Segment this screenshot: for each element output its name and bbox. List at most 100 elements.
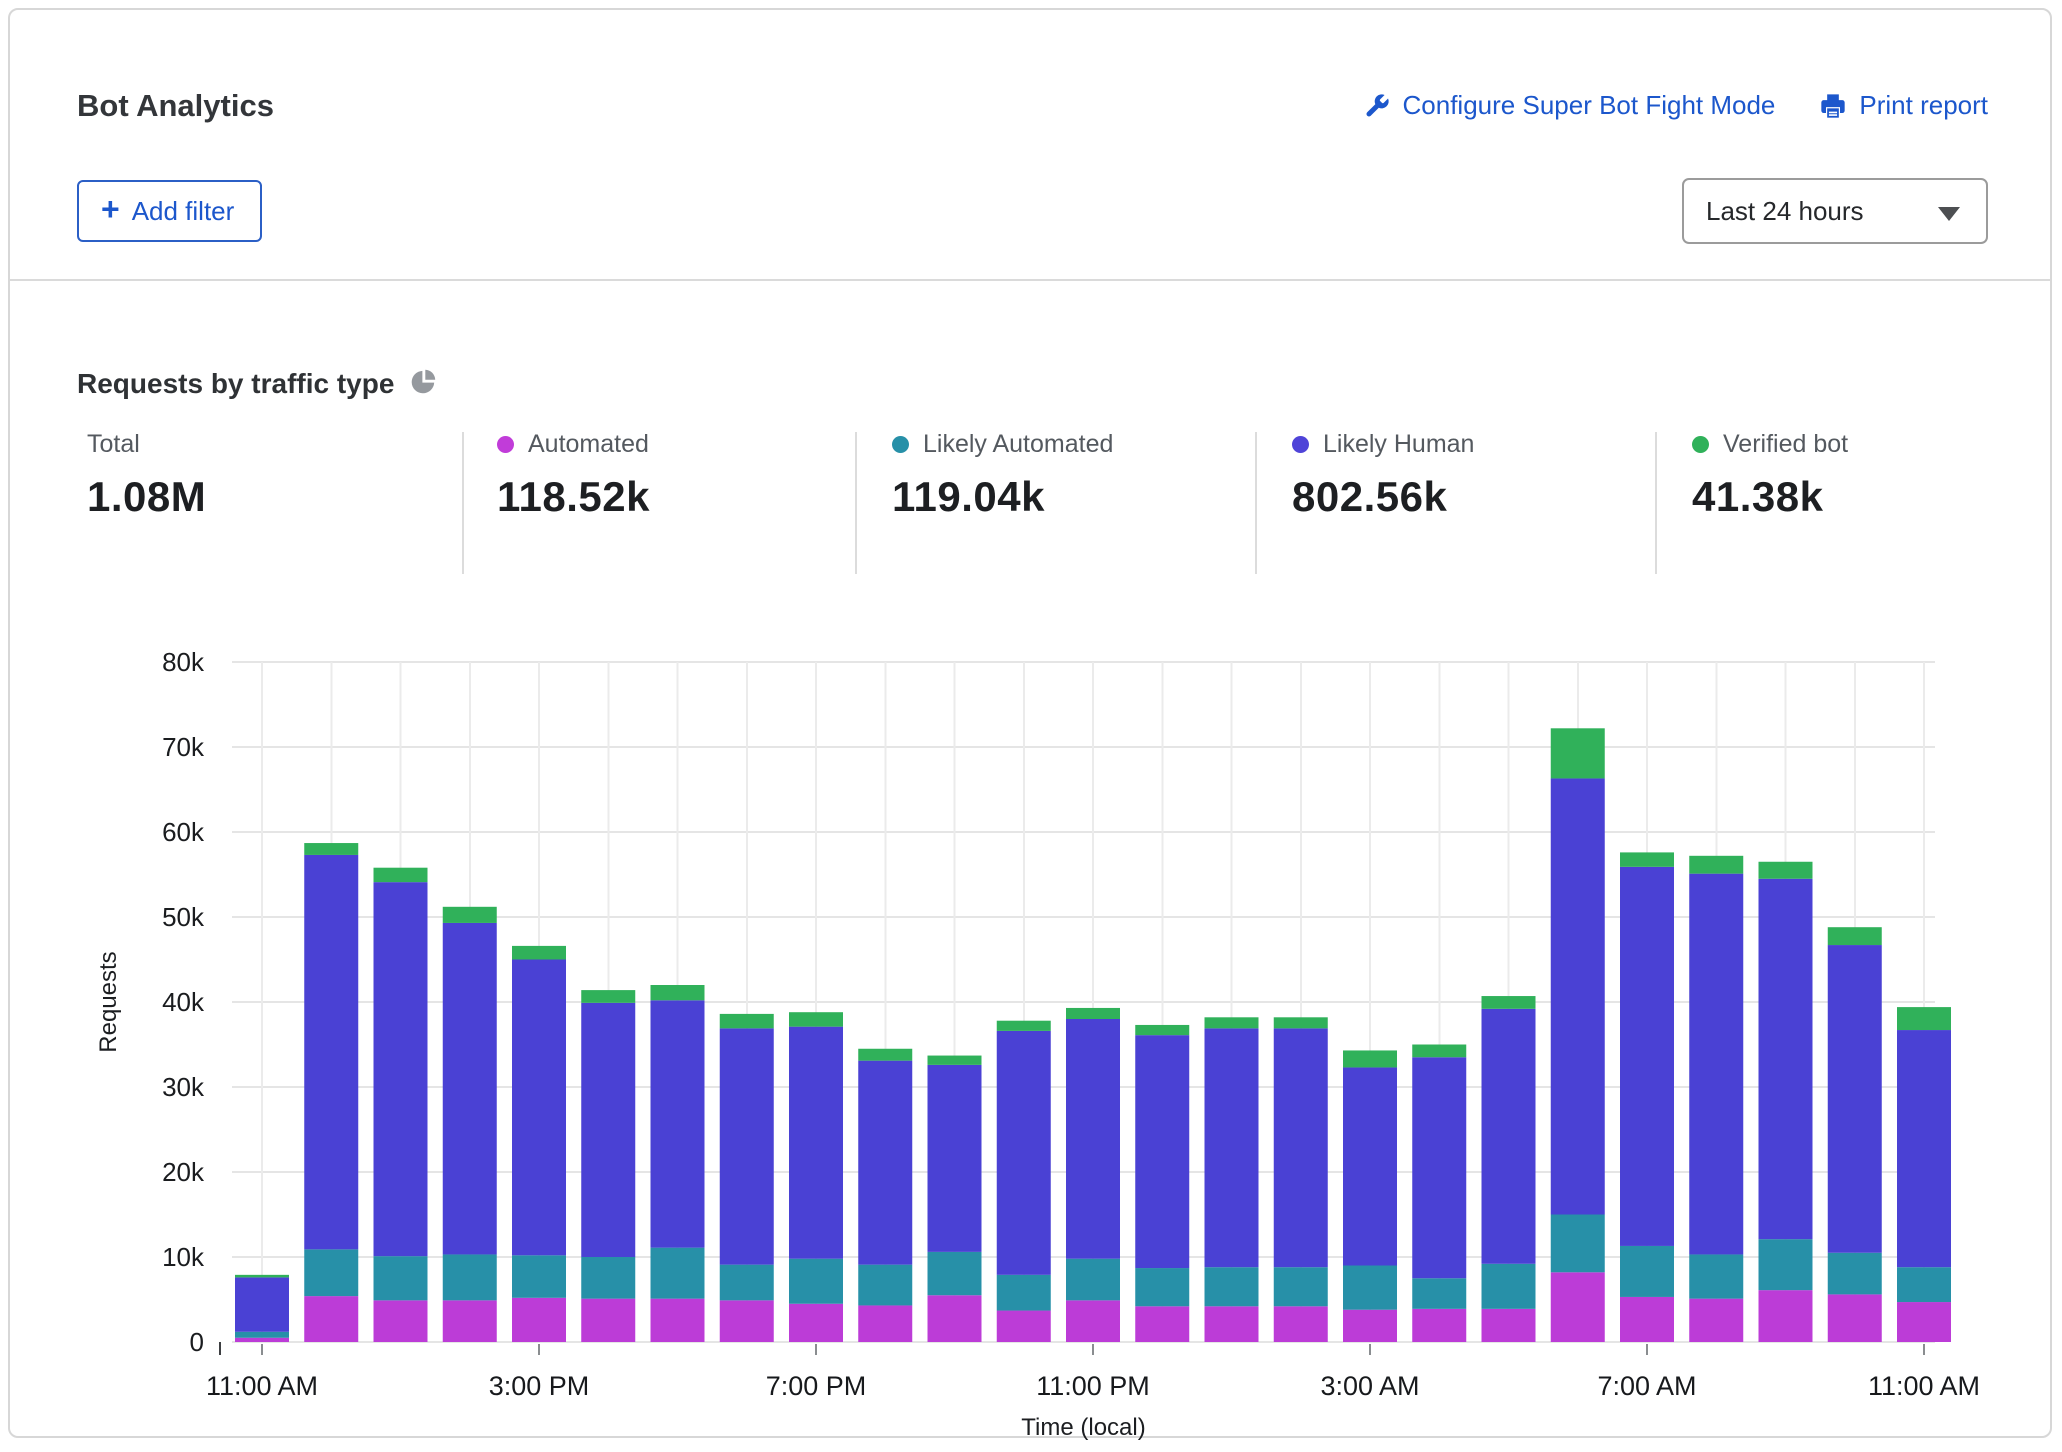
bar-segment[interactable]: [1551, 1215, 1605, 1273]
bar-segment[interactable]: [1897, 1267, 1951, 1302]
bar-segment[interactable]: [235, 1332, 289, 1338]
bar-segment[interactable]: [1759, 879, 1813, 1239]
bar-segment[interactable]: [928, 1295, 982, 1342]
bar-segment[interactable]: [1274, 1028, 1328, 1267]
bar-segment[interactable]: [651, 1248, 705, 1299]
bar-segment[interactable]: [858, 1061, 912, 1265]
bar-segment[interactable]: [789, 1259, 843, 1304]
bar-segment[interactable]: [651, 1000, 705, 1247]
bar-segment[interactable]: [1135, 1035, 1189, 1268]
bar-segment[interactable]: [1066, 1019, 1120, 1259]
bar-segment[interactable]: [858, 1265, 912, 1306]
bar-segment[interactable]: [1551, 1272, 1605, 1342]
bar-segment[interactable]: [1066, 1300, 1120, 1342]
bar-segment[interactable]: [304, 1249, 358, 1296]
configure-super-bot-fight-mode-link[interactable]: Configure Super Bot Fight Mode: [1363, 90, 1776, 121]
bar-segment[interactable]: [1482, 1309, 1536, 1342]
bar-segment[interactable]: [304, 843, 358, 855]
bar-segment[interactable]: [1620, 1246, 1674, 1297]
bar-segment[interactable]: [997, 1275, 1051, 1311]
bar-segment[interactable]: [928, 1056, 982, 1065]
bar-segment[interactable]: [1274, 1267, 1328, 1306]
print-report-link[interactable]: Print report: [1819, 90, 1988, 121]
bar-segment[interactable]: [928, 1252, 982, 1295]
bar-segment[interactable]: [1620, 1297, 1674, 1342]
add-filter-button[interactable]: + Add filter: [77, 180, 262, 242]
bar-segment[interactable]: [1620, 867, 1674, 1246]
bar-segment[interactable]: [1897, 1302, 1951, 1342]
bar-segment[interactable]: [1482, 996, 1536, 1009]
bar-segment[interactable]: [304, 1296, 358, 1342]
bar-segment[interactable]: [997, 1031, 1051, 1275]
bar-segment[interactable]: [1135, 1306, 1189, 1342]
bar-segment[interactable]: [1759, 862, 1813, 879]
bar-segment[interactable]: [1759, 1239, 1813, 1290]
bar-segment[interactable]: [1343, 1310, 1397, 1342]
bar-segment[interactable]: [235, 1338, 289, 1342]
bar-segment[interactable]: [997, 1021, 1051, 1031]
bar-segment[interactable]: [928, 1065, 982, 1252]
bar-segment[interactable]: [374, 882, 428, 1256]
bar-segment[interactable]: [789, 1027, 843, 1259]
bar-segment[interactable]: [720, 1265, 774, 1301]
bar-segment[interactable]: [1343, 1266, 1397, 1310]
bar-segment[interactable]: [1412, 1309, 1466, 1342]
bar-segment[interactable]: [1412, 1057, 1466, 1278]
bar-segment[interactable]: [1412, 1278, 1466, 1309]
bar-segment[interactable]: [512, 1255, 566, 1298]
bar-segment[interactable]: [1343, 1067, 1397, 1265]
bar-segment[interactable]: [720, 1014, 774, 1028]
bar-segment[interactable]: [235, 1277, 289, 1331]
bar-segment[interactable]: [720, 1028, 774, 1264]
bar-segment[interactable]: [1412, 1045, 1466, 1058]
bar-segment[interactable]: [1482, 1264, 1536, 1309]
bar-segment[interactable]: [651, 1299, 705, 1342]
bar-segment[interactable]: [858, 1305, 912, 1342]
bar-segment[interactable]: [1897, 1030, 1951, 1267]
bar-segment[interactable]: [1689, 1299, 1743, 1342]
bar-segment[interactable]: [374, 1300, 428, 1342]
bar-segment[interactable]: [1689, 874, 1743, 1255]
bar-segment[interactable]: [1828, 1294, 1882, 1342]
time-range-select[interactable]: Last 24 hours: [1682, 178, 1988, 244]
bar-segment[interactable]: [1066, 1008, 1120, 1019]
bar-segment[interactable]: [1828, 1253, 1882, 1295]
pie-chart-icon[interactable]: [410, 368, 437, 400]
bar-segment[interactable]: [581, 1299, 635, 1342]
bar-segment[interactable]: [1482, 1009, 1536, 1264]
bar-segment[interactable]: [304, 855, 358, 1249]
bar-segment[interactable]: [720, 1300, 774, 1342]
bar-segment[interactable]: [235, 1275, 289, 1278]
bar-segment[interactable]: [789, 1304, 843, 1342]
bar-segment[interactable]: [1828, 927, 1882, 945]
bar-segment[interactable]: [1135, 1025, 1189, 1035]
bar-segment[interactable]: [1135, 1268, 1189, 1306]
bar-segment[interactable]: [1689, 856, 1743, 874]
bar-segment[interactable]: [512, 1298, 566, 1342]
bar-segment[interactable]: [443, 907, 497, 923]
bar-segment[interactable]: [1897, 1007, 1951, 1030]
bar-segment[interactable]: [512, 960, 566, 1256]
bar-segment[interactable]: [1828, 945, 1882, 1253]
bar-segment[interactable]: [651, 985, 705, 1000]
bar-segment[interactable]: [1551, 778, 1605, 1214]
bar-segment[interactable]: [512, 946, 566, 960]
bar-segment[interactable]: [374, 868, 428, 882]
bar-segment[interactable]: [858, 1049, 912, 1061]
bar-segment[interactable]: [997, 1311, 1051, 1342]
bar-segment[interactable]: [443, 1300, 497, 1342]
bar-segment[interactable]: [443, 923, 497, 1254]
bar-segment[interactable]: [1343, 1050, 1397, 1067]
bar-segment[interactable]: [789, 1012, 843, 1026]
bar-segment[interactable]: [1066, 1259, 1120, 1301]
bar-segment[interactable]: [1759, 1290, 1813, 1342]
bar-segment[interactable]: [1205, 1017, 1259, 1028]
bar-segment[interactable]: [1620, 852, 1674, 866]
bar-segment[interactable]: [1205, 1028, 1259, 1267]
bar-segment[interactable]: [1551, 728, 1605, 778]
bar-segment[interactable]: [1274, 1017, 1328, 1028]
bar-segment[interactable]: [1205, 1267, 1259, 1306]
bar-segment[interactable]: [1274, 1306, 1328, 1342]
bar-segment[interactable]: [1205, 1306, 1259, 1342]
bar-segment[interactable]: [443, 1254, 497, 1300]
